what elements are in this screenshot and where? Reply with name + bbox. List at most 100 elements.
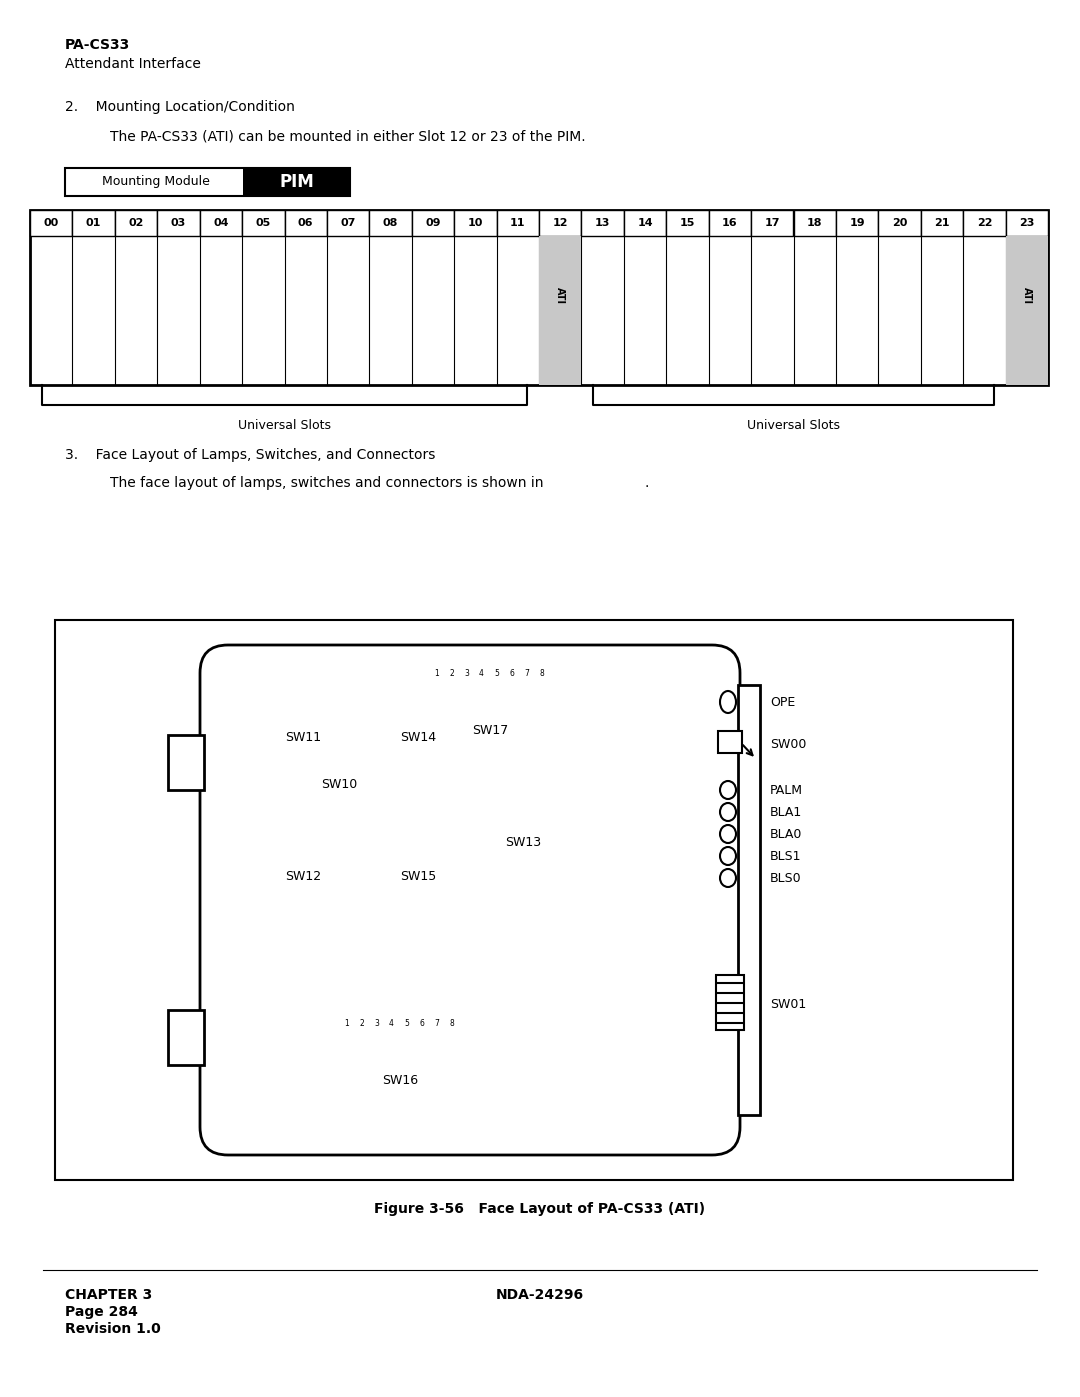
- Bar: [963, 210, 1005, 236]
- Bar: [55, 620, 1013, 1180]
- Bar: [384, 1037, 399, 1058]
- Bar: [168, 735, 204, 789]
- Text: SW15: SW15: [400, 870, 436, 883]
- Text: 10: 10: [468, 218, 483, 228]
- Text: 2.    Mounting Location/Condition: 2. Mounting Location/Condition: [65, 101, 295, 115]
- Text: Figure 3-56   Face Layout of PA-CS33 (ATI): Figure 3-56 Face Layout of PA-CS33 (ATI): [375, 1201, 705, 1215]
- Ellipse shape: [720, 781, 735, 799]
- Text: 6: 6: [419, 1018, 424, 1028]
- Bar: [284, 210, 327, 236]
- Bar: [427, 680, 553, 717]
- Text: NDA-24296: NDA-24296: [496, 1288, 584, 1302]
- Text: 2: 2: [449, 669, 454, 678]
- Bar: [405, 826, 427, 859]
- Bar: [445, 1037, 458, 1058]
- Ellipse shape: [720, 869, 735, 887]
- Bar: [482, 828, 494, 856]
- Ellipse shape: [720, 826, 735, 842]
- Text: SW11: SW11: [285, 731, 321, 745]
- Bar: [666, 210, 708, 236]
- Bar: [836, 210, 878, 236]
- Text: 15: 15: [679, 218, 696, 228]
- Bar: [718, 731, 742, 753]
- Bar: [1005, 236, 1048, 386]
- Text: Mounting Module: Mounting Module: [103, 176, 210, 189]
- Bar: [415, 1037, 428, 1058]
- Text: 11: 11: [510, 218, 526, 228]
- Text: SW13: SW13: [505, 835, 541, 848]
- Bar: [460, 686, 473, 708]
- Bar: [370, 1037, 383, 1058]
- Bar: [1005, 210, 1048, 236]
- Bar: [337, 1030, 463, 1066]
- Bar: [322, 821, 384, 862]
- Bar: [325, 828, 337, 856]
- Bar: [291, 767, 312, 800]
- Bar: [539, 210, 581, 236]
- Bar: [497, 210, 539, 236]
- Ellipse shape: [720, 803, 735, 821]
- Bar: [353, 828, 365, 856]
- Text: SW10: SW10: [321, 778, 357, 791]
- Text: .: .: [645, 476, 649, 490]
- Bar: [30, 210, 1048, 386]
- Text: 3.    Face Layout of Lamps, Switches, and Connectors: 3. Face Layout of Lamps, Switches, and C…: [65, 448, 435, 462]
- Bar: [242, 210, 284, 236]
- Bar: [367, 828, 379, 856]
- Bar: [158, 210, 200, 236]
- Bar: [411, 210, 455, 236]
- Text: 1: 1: [434, 669, 438, 678]
- Text: 3: 3: [374, 1018, 379, 1028]
- Bar: [340, 1037, 353, 1058]
- Text: 19: 19: [849, 218, 865, 228]
- Text: Universal Slots: Universal Slots: [747, 419, 840, 432]
- FancyBboxPatch shape: [200, 645, 740, 1155]
- Bar: [430, 686, 443, 708]
- Text: 7: 7: [434, 1018, 438, 1028]
- Bar: [716, 975, 744, 1030]
- Bar: [285, 760, 318, 807]
- Bar: [445, 686, 458, 708]
- Text: BLS1: BLS1: [770, 849, 801, 862]
- Bar: [437, 821, 499, 862]
- Text: SW01: SW01: [770, 999, 807, 1011]
- Text: SW00: SW00: [770, 739, 807, 752]
- Text: 06: 06: [298, 218, 313, 228]
- Text: SW12: SW12: [285, 870, 321, 883]
- Text: The PA-CS33 (ATI) can be mounted in either Slot 12 or 23 of the PIM.: The PA-CS33 (ATI) can be mounted in eith…: [110, 130, 585, 144]
- Text: ATI: ATI: [555, 288, 565, 305]
- Bar: [405, 767, 427, 800]
- Bar: [285, 819, 318, 866]
- Bar: [475, 686, 488, 708]
- Bar: [490, 686, 503, 708]
- Ellipse shape: [720, 847, 735, 865]
- Bar: [454, 828, 465, 856]
- Text: 1: 1: [345, 1018, 349, 1028]
- Text: 09: 09: [426, 218, 441, 228]
- Text: 18: 18: [807, 218, 823, 228]
- Text: 6: 6: [509, 669, 514, 678]
- Bar: [400, 760, 432, 807]
- Text: 21: 21: [934, 218, 949, 228]
- Text: Page 284: Page 284: [65, 1305, 138, 1319]
- Text: 4: 4: [389, 1018, 394, 1028]
- Text: PIM: PIM: [279, 173, 314, 191]
- Text: 16: 16: [723, 218, 738, 228]
- Text: 17: 17: [765, 218, 780, 228]
- Text: ATI: ATI: [1022, 288, 1031, 305]
- Bar: [535, 686, 548, 708]
- Text: 01: 01: [86, 218, 102, 228]
- Text: Universal Slots: Universal Slots: [238, 419, 330, 432]
- Text: 05: 05: [256, 218, 271, 228]
- Bar: [581, 210, 624, 236]
- Bar: [291, 826, 312, 859]
- Text: 07: 07: [340, 218, 355, 228]
- Bar: [708, 210, 751, 236]
- Text: Revision 1.0: Revision 1.0: [65, 1322, 161, 1336]
- Bar: [339, 828, 351, 856]
- Bar: [794, 210, 836, 236]
- Text: 8: 8: [449, 1018, 454, 1028]
- Text: Attendant Interface: Attendant Interface: [65, 57, 201, 71]
- Text: 20: 20: [892, 218, 907, 228]
- Text: 13: 13: [595, 218, 610, 228]
